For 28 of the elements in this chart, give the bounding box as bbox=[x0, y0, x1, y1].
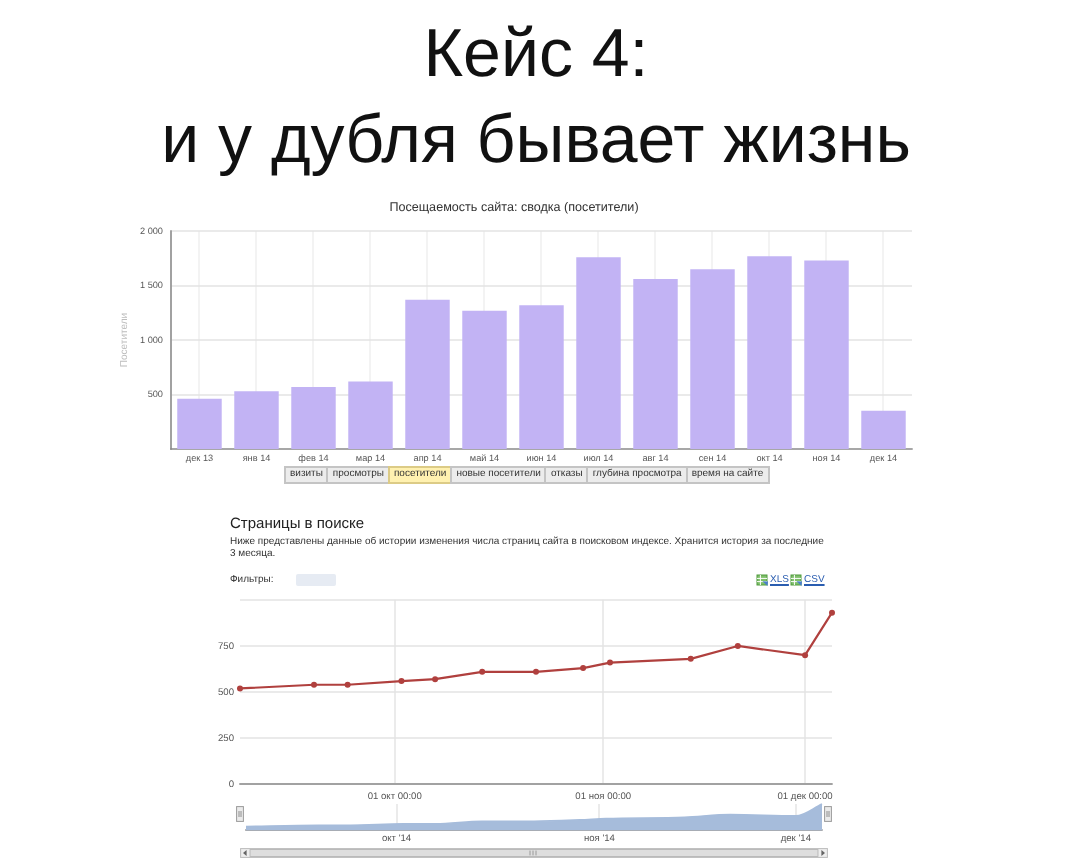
point bbox=[311, 681, 318, 688]
bar bbox=[861, 410, 906, 449]
point bbox=[687, 655, 694, 662]
point bbox=[580, 665, 587, 672]
point bbox=[398, 678, 405, 685]
bar bbox=[519, 305, 564, 449]
bar bbox=[462, 310, 507, 449]
point bbox=[607, 659, 613, 666]
bar bbox=[576, 257, 621, 449]
text: Кейс 4: bbox=[421, 14, 651, 96]
bar bbox=[177, 398, 222, 449]
bar bbox=[405, 299, 450, 449]
point bbox=[479, 668, 486, 675]
point bbox=[829, 609, 835, 616]
point bbox=[734, 642, 741, 649]
bar bbox=[633, 279, 678, 449]
text: и у дубля бывает жизнь bbox=[159, 100, 913, 182]
bar bbox=[747, 256, 792, 449]
point bbox=[533, 668, 539, 675]
point bbox=[344, 681, 351, 688]
bar bbox=[804, 260, 849, 449]
point bbox=[237, 685, 244, 692]
bar bbox=[348, 381, 393, 449]
point bbox=[802, 652, 809, 659]
bar bbox=[690, 269, 735, 449]
bar bbox=[291, 386, 336, 449]
point bbox=[432, 676, 439, 683]
bar bbox=[234, 391, 279, 449]
